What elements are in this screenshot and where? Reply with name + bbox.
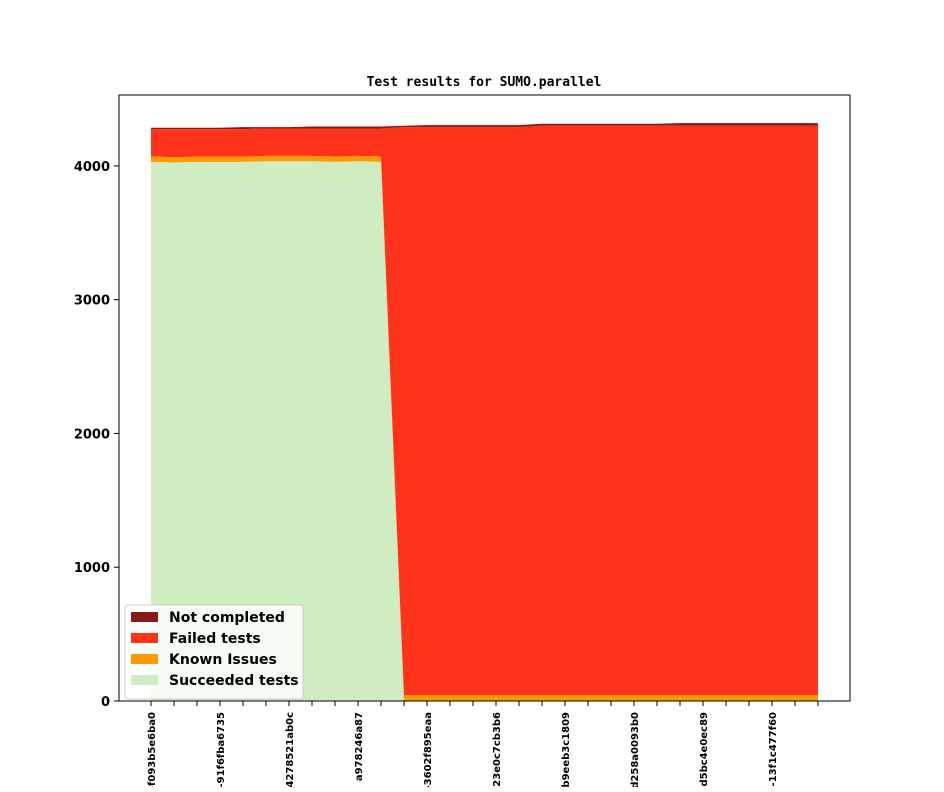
x-tick-label: d258a0093b0 <box>630 712 641 787</box>
legend-label-failed-tests: Failed tests <box>169 631 261 647</box>
legend: Not completed Failed tests Known Issues Suc… <box>124 604 304 700</box>
x-tick-label: -f093b5e6ba0 <box>147 712 158 787</box>
x-tick-label: b9eeb3c1809 <box>561 712 572 787</box>
y-tick-label: 2000 <box>74 427 110 442</box>
legend-label-succeeded-tests: Succeeded tests <box>169 673 299 689</box>
y-tick-label: 0 <box>101 695 110 710</box>
chart-title: Test results for SUMO.parallel <box>367 75 602 90</box>
x-tick-label: 23e0c7cb3b6 <box>492 712 503 787</box>
y-tick-label: 3000 <box>74 294 110 309</box>
series-area-succeeded-tests <box>151 161 818 702</box>
legend-swatch-succeeded-tests <box>131 675 158 685</box>
legend-label-known-issues: Known Issues <box>169 652 277 668</box>
y-tick-label: 4000 <box>74 160 110 175</box>
legend-swatch-failed-tests <box>131 633 158 643</box>
y-tick-label: 1000 <box>74 561 110 576</box>
x-tick-label: a978246a87 <box>354 712 365 781</box>
plot-frame <box>118 94 851 702</box>
legend-box <box>124 604 304 700</box>
x-axis: -f093b5e6ba0 -91f6fba6735 4278521ab0c a9782… <box>147 701 819 791</box>
series-area-not-completed <box>151 123 818 130</box>
legend-label-not-completed: Not completed <box>169 610 285 626</box>
area-layers <box>151 123 818 702</box>
x-tick-label: -d5bc4e0ec89 <box>699 712 710 787</box>
x-tick-label: 4278521ab0c <box>285 712 296 787</box>
legend-swatch-known-issues <box>131 654 158 664</box>
series-area-failed-tests <box>151 125 818 695</box>
x-tick-label: -91f6fba6735 <box>216 712 227 787</box>
x-tick-label: -3602f895eaa <box>423 712 434 787</box>
x-tick-label: -13f1c477f60 <box>768 712 779 786</box>
legend-swatch-not-completed <box>131 612 158 622</box>
y-axis: 0 1000 2000 3000 4000 <box>74 160 119 710</box>
